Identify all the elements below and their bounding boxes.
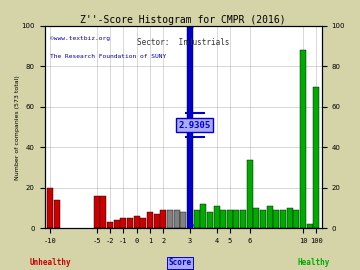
Bar xyxy=(280,210,286,228)
Bar xyxy=(94,196,100,228)
Bar xyxy=(200,204,206,228)
Text: Unhealthy: Unhealthy xyxy=(30,258,71,267)
Bar xyxy=(54,200,60,228)
Bar xyxy=(140,218,146,228)
Text: Healthy: Healthy xyxy=(297,258,329,267)
Bar xyxy=(253,208,260,228)
Bar xyxy=(47,188,53,228)
Bar xyxy=(307,224,313,228)
Text: Sector:  Industrials: Sector: Industrials xyxy=(137,38,229,47)
Bar xyxy=(220,210,226,228)
Bar xyxy=(207,212,213,228)
Text: ©www.textbiz.org: ©www.textbiz.org xyxy=(50,36,110,41)
Title: Z''-Score Histogram for CMPR (2016): Z''-Score Histogram for CMPR (2016) xyxy=(80,15,286,25)
Text: 2.9305: 2.9305 xyxy=(179,121,211,130)
Bar xyxy=(234,210,239,228)
Bar xyxy=(107,222,113,228)
Bar xyxy=(120,218,126,228)
Bar xyxy=(274,210,279,228)
Text: Score: Score xyxy=(168,258,192,267)
Bar xyxy=(213,206,220,228)
Bar xyxy=(314,87,319,228)
Bar xyxy=(147,212,153,228)
Bar xyxy=(287,208,293,228)
Bar xyxy=(167,210,173,228)
Bar xyxy=(127,218,133,228)
Bar xyxy=(300,50,306,228)
Text: The Research Foundation of SUNY: The Research Foundation of SUNY xyxy=(50,54,166,59)
Bar xyxy=(174,210,180,228)
Bar xyxy=(100,196,106,228)
Bar xyxy=(267,206,273,228)
Y-axis label: Number of companies (573 total): Number of companies (573 total) xyxy=(15,75,20,180)
Bar xyxy=(134,216,140,228)
Bar xyxy=(293,210,300,228)
Bar xyxy=(180,212,186,228)
Bar xyxy=(227,210,233,228)
Bar xyxy=(240,210,246,228)
Bar xyxy=(194,210,199,228)
Bar xyxy=(247,160,253,228)
Bar xyxy=(154,214,159,228)
Bar xyxy=(187,26,193,228)
Bar xyxy=(260,210,266,228)
Bar xyxy=(113,220,120,228)
Bar xyxy=(160,210,166,228)
